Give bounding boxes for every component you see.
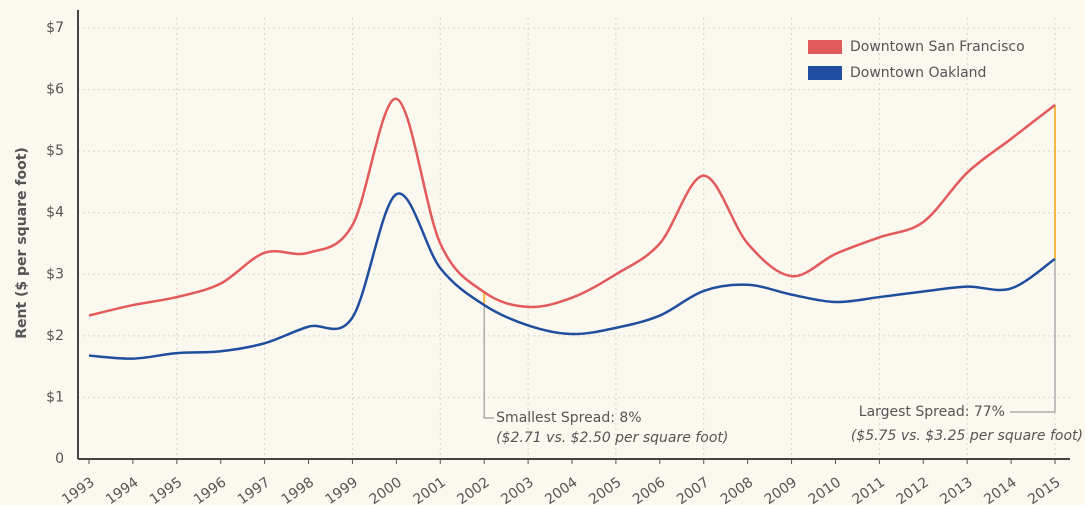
x-tick-label: 2008 <box>718 474 756 505</box>
legend-swatch <box>808 40 842 54</box>
x-tick-label: 1994 <box>103 474 141 505</box>
y-tick-label: $1 <box>46 389 64 405</box>
legend-label: Downtown Oakland <box>850 65 986 81</box>
x-tick-label: 2002 <box>454 474 492 505</box>
x-tick-label: 1995 <box>147 474 185 505</box>
x-tick-label: 2006 <box>630 474 668 505</box>
y-tick-label: $5 <box>46 143 64 159</box>
y-tick-label: $7 <box>46 20 64 36</box>
annotation-detail: ($2.71 vs. $2.50 per square foot) <box>496 430 728 446</box>
leader-line <box>1010 258 1056 413</box>
x-tick-label: 1997 <box>235 474 273 505</box>
x-tick-label: 2004 <box>542 474 580 505</box>
x-tick-label: 2007 <box>674 474 712 505</box>
annotation: Largest Spread: 77% <box>859 404 1005 420</box>
x-tick-label: 2003 <box>498 474 536 505</box>
leader-line <box>483 305 495 419</box>
y-tick-label: $3 <box>46 266 64 282</box>
x-tick-label: 2011 <box>850 474 888 505</box>
annotation: Smallest Spread: 8% <box>496 410 641 426</box>
x-tick-label: 1998 <box>279 474 317 505</box>
line-series <box>88 97 1056 317</box>
legend-label: Downtown San Francisco <box>850 39 1025 55</box>
y-axis-label: Rent ($ per square foot) <box>14 147 30 339</box>
legend-swatch <box>808 66 842 80</box>
line-series <box>88 192 1056 360</box>
annotation-detail: ($5.75 vs. $3.25 per square foot) <box>851 428 1083 444</box>
y-tick-label: $4 <box>46 205 64 221</box>
x-tick-label: 2013 <box>937 474 975 505</box>
y-tick-label: $6 <box>46 82 64 98</box>
y-tick-label: $2 <box>46 328 64 344</box>
x-tick-label: 1999 <box>323 474 361 505</box>
x-tick-label: 2000 <box>367 474 405 505</box>
x-tick-label: 2009 <box>762 474 800 505</box>
x-tick-label: 1993 <box>59 474 97 505</box>
x-tick-label: 2012 <box>893 474 931 505</box>
x-tick-label: 2001 <box>410 474 448 505</box>
x-tick-label: 2014 <box>981 474 1019 505</box>
y-tick-label: 0 <box>55 451 64 467</box>
x-tick-label: 2010 <box>806 474 844 505</box>
x-tick-label: 2005 <box>586 474 624 505</box>
x-tick-label: 1996 <box>191 474 229 505</box>
x-tick-label: 2015 <box>1025 474 1063 505</box>
